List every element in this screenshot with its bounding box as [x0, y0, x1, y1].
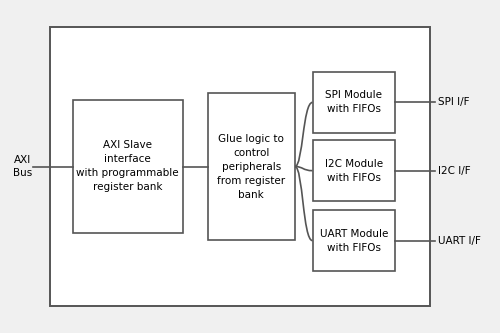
Text: AXI Slave
interface
with programmable
register bank: AXI Slave interface with programmable re… — [76, 141, 179, 192]
Text: SPI I/F: SPI I/F — [438, 97, 469, 107]
Bar — [312, 140, 395, 201]
Bar — [208, 93, 295, 240]
Text: UART I/F: UART I/F — [438, 236, 480, 246]
Text: UART Module
with FIFOs: UART Module with FIFOs — [320, 228, 388, 253]
Bar — [312, 72, 395, 133]
Bar — [312, 210, 395, 271]
Text: AXI
Bus: AXI Bus — [13, 155, 32, 178]
Bar — [50, 27, 430, 306]
Bar — [72, 100, 182, 233]
Text: I2C Module
with FIFOs: I2C Module with FIFOs — [324, 159, 383, 183]
Text: I2C I/F: I2C I/F — [438, 166, 470, 176]
Text: SPI Module
with FIFOs: SPI Module with FIFOs — [325, 90, 382, 115]
Text: Glue logic to
control
peripherals
from register
bank: Glue logic to control peripherals from r… — [217, 134, 286, 199]
